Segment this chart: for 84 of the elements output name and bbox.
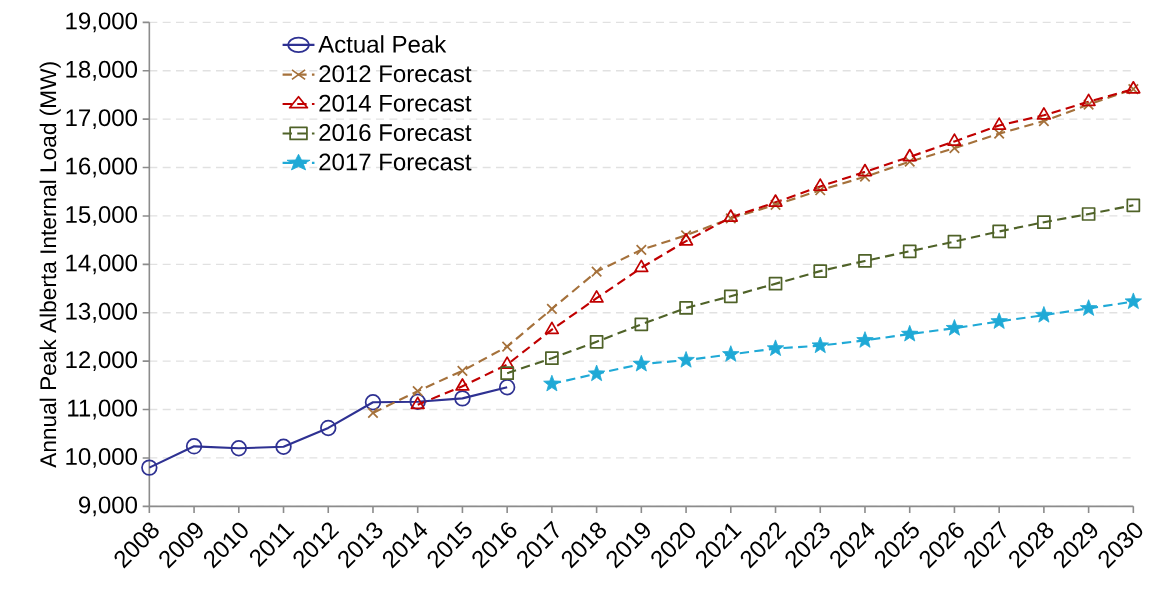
y-axis-title: Annual Peak Alberta Internal Load (MW) — [39, 62, 61, 468]
point — [1035, 306, 1053, 323]
point — [768, 276, 783, 291]
point — [364, 394, 382, 411]
point — [856, 331, 874, 348]
point — [679, 301, 693, 315]
point — [902, 148, 917, 162]
point — [587, 364, 606, 382]
y-tick-label: 16,000 — [66, 157, 138, 178]
y-tick-label: 18,000 — [66, 60, 138, 81]
point — [992, 224, 1007, 239]
point — [901, 324, 919, 342]
point — [1079, 299, 1098, 316]
point — [1038, 115, 1050, 127]
y-tick-label: 9,000 — [79, 496, 138, 517]
point — [1083, 99, 1095, 111]
point — [811, 336, 829, 354]
point — [544, 321, 560, 335]
point — [722, 345, 740, 362]
point — [993, 128, 1005, 140]
point — [589, 290, 604, 303]
point — [454, 390, 471, 407]
point — [859, 171, 871, 183]
y-tick-label: 11,000 — [68, 399, 138, 420]
point — [230, 440, 247, 457]
y-tick-label: 15,000 — [66, 206, 138, 226]
point — [1036, 107, 1052, 120]
point — [635, 244, 647, 256]
point — [275, 438, 292, 455]
point — [814, 184, 826, 196]
legend-label: 2012 Forecast — [319, 65, 472, 83]
point — [990, 312, 1008, 329]
point — [185, 438, 203, 455]
point — [546, 303, 558, 315]
y-tick-label: 10,000 — [66, 448, 138, 468]
point — [545, 351, 559, 366]
y-tick-label: 19,000 — [66, 12, 138, 33]
point — [320, 419, 337, 437]
point — [589, 334, 604, 349]
point — [456, 365, 469, 377]
legend-label: 2017 Forecast — [319, 153, 472, 171]
point — [766, 339, 785, 356]
point — [1081, 207, 1096, 221]
y-tick-label: 17,000 — [66, 109, 138, 130]
point — [1124, 292, 1142, 310]
point — [1126, 198, 1141, 213]
point — [858, 254, 872, 268]
point — [857, 163, 873, 177]
point — [501, 341, 513, 353]
point — [634, 259, 649, 273]
point — [902, 244, 917, 259]
legend-label: 2014 Forecast — [319, 94, 472, 112]
point — [904, 156, 916, 168]
legend-label: 2016 Forecast — [319, 124, 472, 142]
point — [947, 234, 962, 249]
point — [769, 199, 782, 211]
point — [813, 264, 828, 278]
point — [948, 142, 961, 154]
point — [455, 378, 470, 391]
point — [723, 289, 738, 304]
point — [678, 232, 694, 246]
point — [1081, 93, 1096, 107]
point — [634, 317, 649, 332]
y-tick-label: 12,000 — [66, 351, 138, 372]
point — [412, 385, 424, 397]
point — [947, 133, 962, 146]
point — [367, 407, 379, 419]
point — [498, 379, 516, 396]
point — [632, 354, 650, 372]
point — [141, 459, 158, 476]
point — [991, 117, 1007, 130]
point — [499, 356, 515, 370]
point — [680, 229, 692, 241]
y-tick-label: 14,000 — [66, 254, 138, 275]
legend-label: Actual Peak — [318, 35, 447, 53]
point — [1037, 215, 1051, 230]
point — [591, 266, 603, 278]
point — [543, 374, 561, 392]
point — [677, 351, 695, 368]
y-tick-label: 13,000 — [66, 302, 138, 323]
point — [768, 194, 783, 207]
point — [945, 319, 964, 336]
point — [813, 178, 828, 191]
point — [500, 366, 515, 381]
